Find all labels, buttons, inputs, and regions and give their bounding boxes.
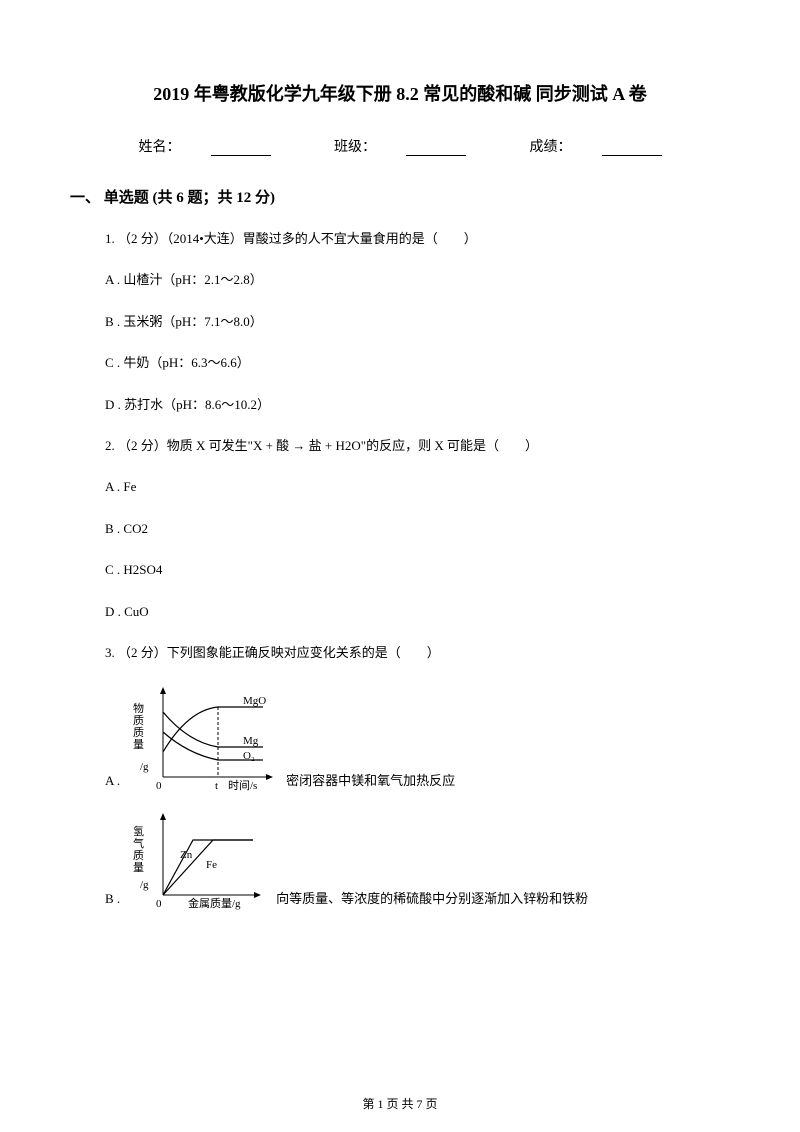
q3-option-a: A . 物 质 质 量 /g 0 t 时间/s MgO [105,682,730,792]
svg-text:量: 量 [133,861,144,874]
class-label: 班级： [319,140,481,155]
section-title: 一、 单选题 (共 6 题；共 12 分) [70,186,730,207]
svg-text:氢: 氢 [133,824,144,838]
q3-a-desc: 密闭容器中镁和氧气加热反应 [286,769,455,792]
svg-text:/g: /g [140,761,149,773]
q2-option-c: C . H2SO4 [105,558,730,581]
svg-text:Fe: Fe [206,859,217,871]
svg-text:/g: /g [140,879,149,891]
svg-text:0: 0 [156,898,162,910]
q3-option-b: B . 氢 气 质 量 /g 0 金属质量/g Zn Fe [105,810,730,910]
page-footer: 第 1 页 共 7 页 [0,1095,800,1112]
svg-text:金属质量/g: 金属质量/g [188,896,241,910]
q1-option-a: A . 山楂汁（pH：2.1～2.8） [105,268,730,291]
svg-text:物: 物 [133,701,144,715]
question-2: 2. （2 分）物质 X 可发生"X + 酸 → 盐 + H2O"的反应，则 X… [105,434,730,457]
svg-text:质: 质 [133,714,144,727]
svg-text:量: 量 [133,738,144,751]
svg-text:0: 0 [156,780,162,792]
q2-option-a: A . Fe [105,475,730,498]
svg-text:MgO: MgO [243,695,266,707]
score-label: 成绩： [515,140,677,155]
q3-b-desc: 向等质量、等浓度的稀硫酸中分别逐渐加入锌粉和铁粉 [276,887,588,910]
name-label: 姓名： [124,140,286,155]
question-3: 3. （2 分）下列图象能正确反映对应变化关系的是（ ） [105,641,730,664]
chart-a: 物 质 质 量 /g 0 t 时间/s MgO Mg O₂ [128,682,278,792]
q2-option-d: D . CuO [105,600,730,623]
header-fields: 姓名： 班级： 成绩： [70,136,730,156]
q2-option-b: B . CO2 [105,517,730,540]
q1-option-b: B . 玉米粥（pH：7.1～8.0） [105,310,730,333]
q3-a-label: A . [105,769,120,792]
svg-text:Zn: Zn [180,849,193,861]
svg-text:质: 质 [133,849,144,862]
svg-text:气: 气 [133,836,144,850]
question-1: 1. （2 分）（2014•大连）胃酸过多的人不宜大量食用的是（ ） [105,227,730,250]
svg-text:Mg: Mg [243,735,259,747]
page-title: 2019 年粤教版化学九年级下册 8.2 常见的酸和碱 同步测试 A 卷 [70,80,730,106]
svg-text:O₂: O₂ [243,750,255,762]
chart-b: 氢 气 质 量 /g 0 金属质量/g Zn Fe [128,810,268,910]
svg-text:时间/s: 时间/s [228,779,257,792]
q1-option-c: C . 牛奶（pH：6.3～6.6） [105,351,730,374]
q1-option-d: D . 苏打水（pH：8.6～10.2） [105,393,730,416]
svg-text:质: 质 [133,726,144,739]
q3-b-label: B . [105,887,120,910]
svg-text:t: t [215,780,218,792]
